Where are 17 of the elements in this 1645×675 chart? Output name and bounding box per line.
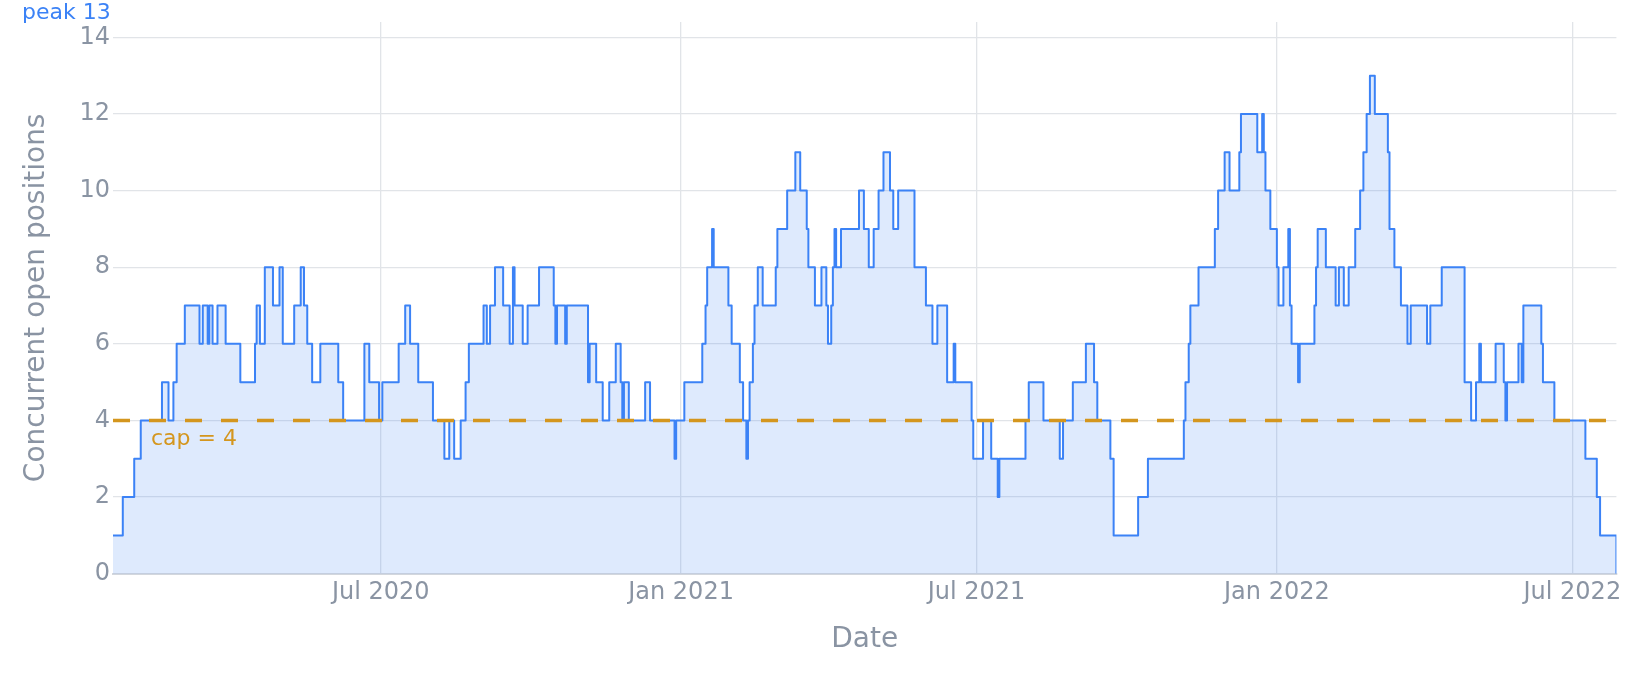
y-tick-label: 6 — [94, 328, 110, 357]
ref-line-label: cap = 4 — [151, 425, 237, 451]
text: peak 13 — [22, 0, 111, 24]
x-axis-title: Date — [831, 621, 899, 655]
y-tick-label: 4 — [94, 404, 110, 433]
x-tick-label: Jul 2021 — [925, 577, 1026, 606]
y-tick-label: 14 — [79, 21, 110, 50]
y-tick-label: 2 — [94, 481, 110, 510]
x-tick-label: Jul 2022 — [1521, 577, 1622, 606]
x-tick-label: Jan 2021 — [626, 577, 734, 606]
x-tick-label: Jul 2020 — [329, 577, 430, 606]
y-tick-label: 10 — [79, 174, 110, 203]
x-tick-label: Jan 2022 — [1222, 577, 1330, 606]
y-tick-label: 8 — [94, 251, 110, 280]
y-tick-label: 12 — [79, 98, 110, 127]
y-tick-label: 0 — [94, 557, 110, 586]
y-axis-title: Concurrent open positions — [18, 113, 52, 483]
